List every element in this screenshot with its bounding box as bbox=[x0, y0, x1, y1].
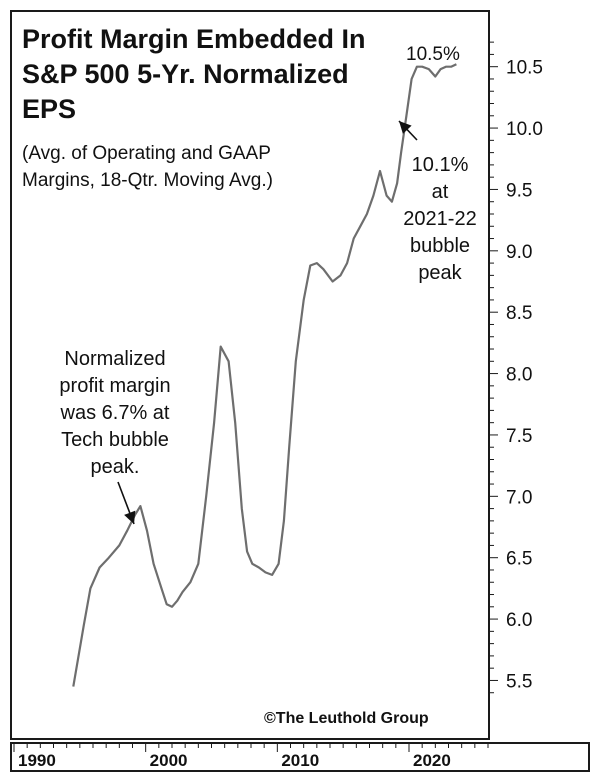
bubble-peak-arrow-head bbox=[399, 121, 412, 134]
y-tick-label: 7.0 bbox=[506, 487, 532, 508]
x-tick-label: 2000 bbox=[150, 751, 188, 770]
tech-bubble-arrow-head bbox=[124, 510, 136, 524]
y-tick-label: 6.5 bbox=[506, 549, 532, 570]
x-tick-label: 2020 bbox=[413, 751, 451, 770]
y-tick-label: 8.5 bbox=[506, 303, 532, 324]
chart-subtitle: (Avg. of Operating and GAAP Margins, 18-… bbox=[22, 143, 273, 191]
y-tick-label: 10.0 bbox=[506, 119, 543, 140]
x-tick-label: 1990 bbox=[18, 751, 56, 770]
series-line bbox=[72, 63, 457, 687]
peak-value-label: 10.5% bbox=[406, 44, 460, 65]
chart-title: Profit Margin Embedded In S&P 500 5-Yr. … bbox=[22, 24, 366, 124]
y-tick-label: 7.5 bbox=[506, 426, 532, 447]
tech-bubble-note: Normalized profit margin was 6.7% at Tec… bbox=[59, 348, 171, 478]
y-tick-label: 10.5 bbox=[506, 58, 543, 79]
y-tick-label: 8.0 bbox=[506, 365, 532, 386]
y-tick-label: 9.5 bbox=[506, 180, 532, 201]
y-tick-label: 5.5 bbox=[506, 671, 532, 692]
y-tick-label: 9.0 bbox=[506, 242, 532, 263]
credit-label: ©The Leuthold Group bbox=[264, 710, 429, 727]
y-tick-label: 6.0 bbox=[506, 610, 532, 631]
x-tick-label: 2010 bbox=[281, 751, 319, 770]
bubble-peak-note: 10.1% at 2021-22 bubble peak bbox=[403, 154, 477, 284]
